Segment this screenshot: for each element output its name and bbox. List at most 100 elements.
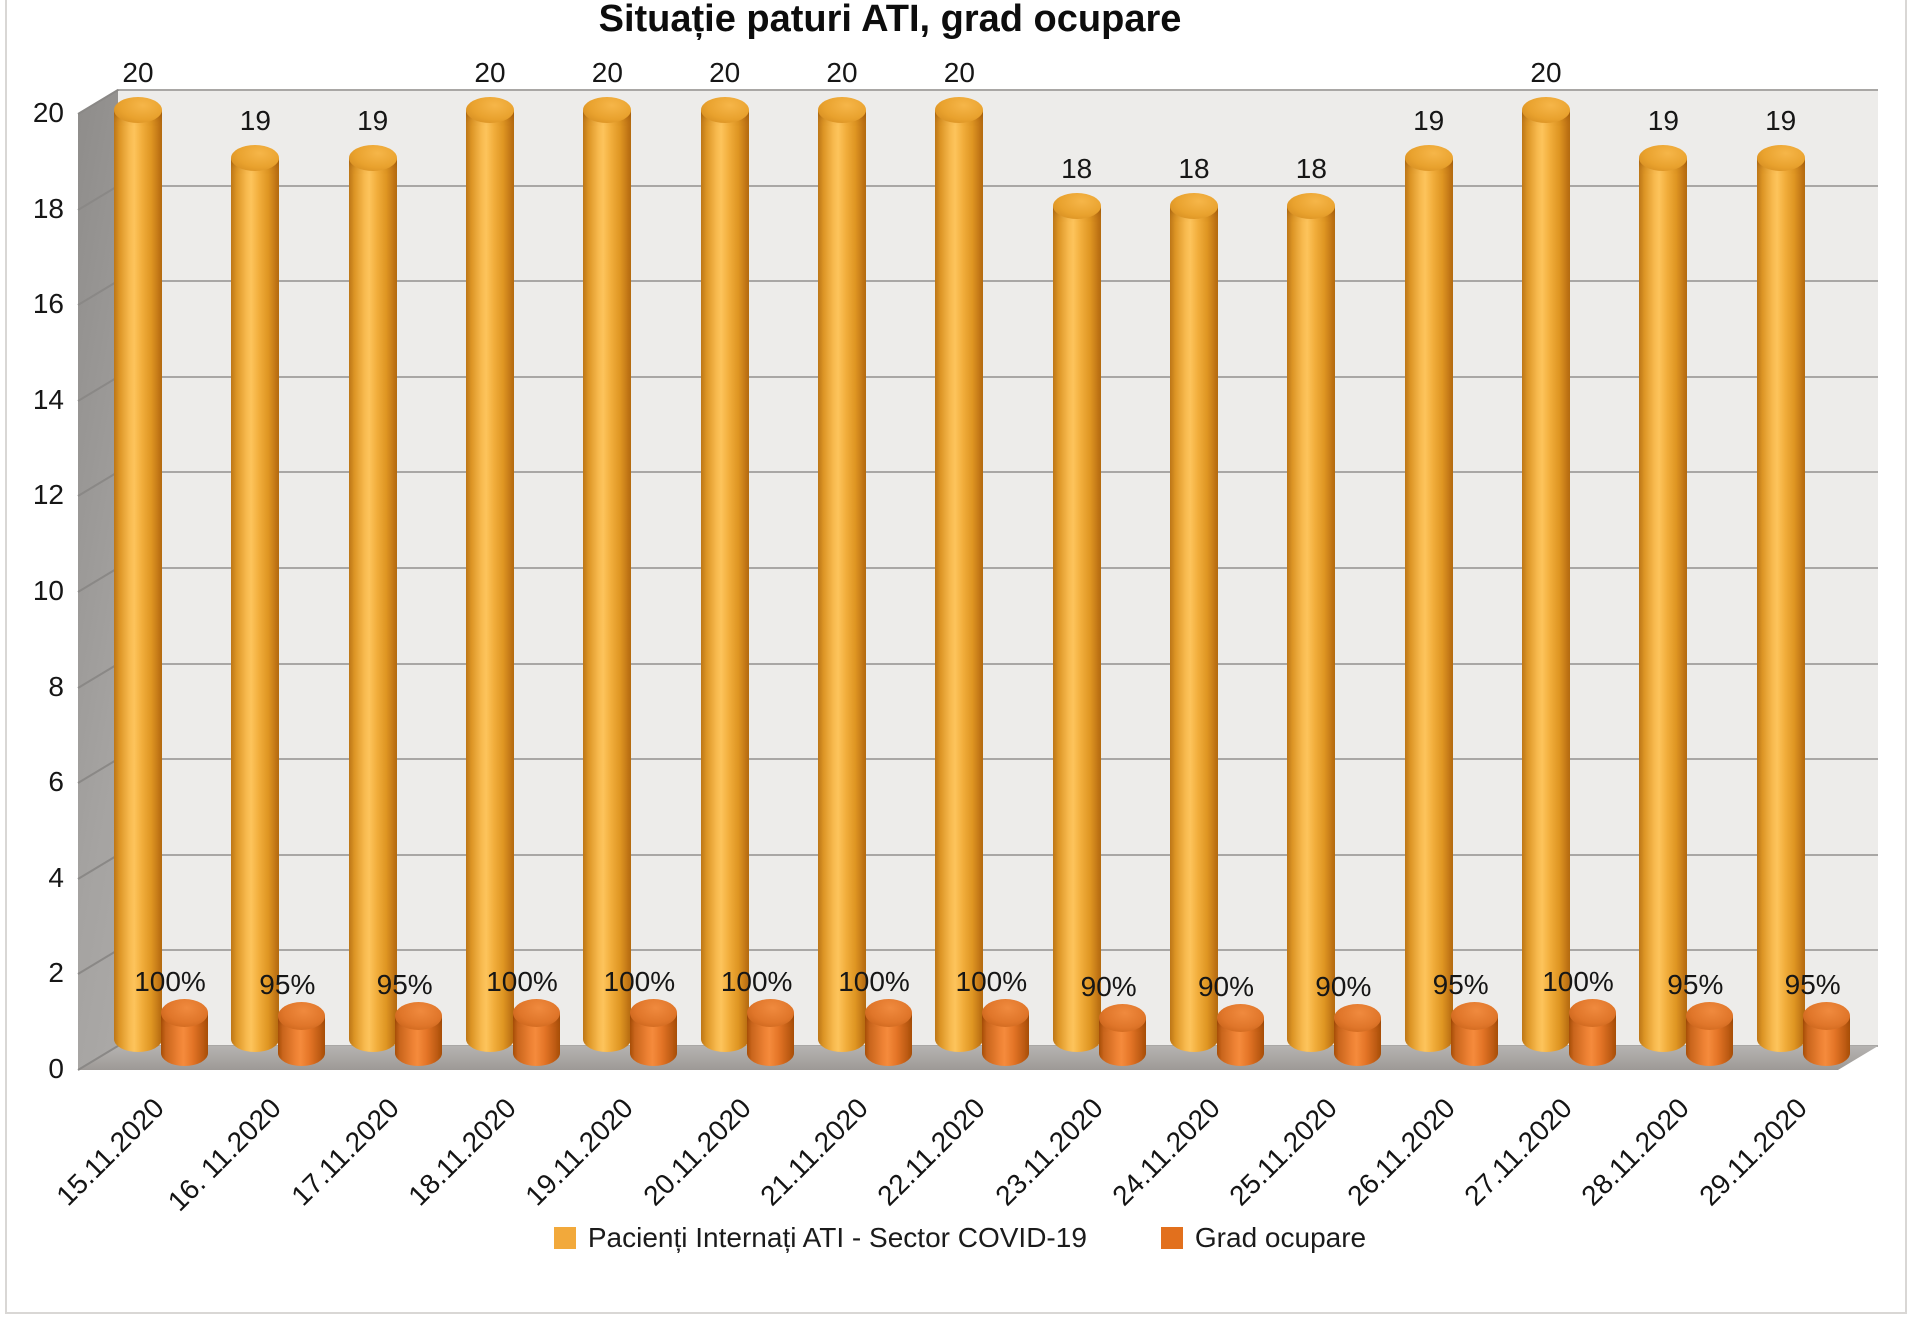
bar-cylinder-occupancy bbox=[160, 999, 208, 1066]
bar-cylinder-patients bbox=[935, 97, 984, 1052]
cylinder-top bbox=[1099, 1003, 1147, 1032]
bar-cylinder-occupancy bbox=[747, 999, 795, 1066]
bar-value-label: 20 bbox=[474, 57, 506, 88]
bar-cylinder-patients bbox=[1639, 144, 1688, 1052]
cylinder-top bbox=[466, 97, 514, 123]
gridline bbox=[118, 89, 1878, 91]
cylinder-top bbox=[1216, 1003, 1264, 1032]
cylinder-top bbox=[818, 97, 866, 123]
cylinder-top bbox=[1170, 192, 1218, 219]
legend-label: Pacienți Internați ATI - Sector COVID-19 bbox=[587, 1222, 1087, 1253]
bar-value-label: 20 bbox=[122, 57, 154, 88]
gridline bbox=[118, 184, 1878, 187]
date-label: 28.11.2020 bbox=[1575, 1092, 1696, 1212]
bar-cylinder-occupancy bbox=[981, 999, 1029, 1066]
bar-value-label: 19 bbox=[239, 104, 271, 136]
bar-value-label: 19 bbox=[1765, 104, 1797, 136]
chart-title: Situație paturi ATI, grad ocupare bbox=[598, 0, 1182, 40]
percent-label: 95% bbox=[1667, 968, 1724, 1000]
cylinder-top bbox=[1333, 1003, 1381, 1032]
date-label: 26.11.2020 bbox=[1341, 1092, 1461, 1212]
percent-label: 100% bbox=[838, 966, 910, 998]
cylinder-body bbox=[818, 110, 866, 1052]
bar-cylinder-occupancy bbox=[1803, 1001, 1851, 1066]
bar-cylinder-occupancy bbox=[1685, 1001, 1733, 1066]
bar-cylinder-occupancy bbox=[1568, 999, 1616, 1066]
bar-cylinder-patients bbox=[1404, 144, 1453, 1052]
bar-cylinder-patients bbox=[1287, 192, 1336, 1052]
legend-label: Grad ocupare bbox=[1194, 1222, 1367, 1253]
cylinder-top bbox=[1287, 192, 1336, 219]
y-axis-tick-label: 10 bbox=[32, 575, 64, 606]
bar-cylinder-occupancy bbox=[1099, 1003, 1147, 1066]
y-axis-tick-label: 14 bbox=[32, 383, 64, 415]
cylinder-top bbox=[1756, 144, 1805, 171]
bar-cylinder-patients bbox=[700, 97, 749, 1052]
cylinder-top bbox=[1052, 192, 1101, 219]
y-axis-tick-label: 18 bbox=[32, 192, 64, 224]
bar-cylinder-occupancy bbox=[512, 999, 560, 1066]
date-label: 29.11.2020 bbox=[1693, 1092, 1813, 1212]
date-label: 21.11.2020 bbox=[754, 1092, 874, 1212]
cylinder-top bbox=[160, 999, 208, 1028]
percent-label: 100% bbox=[955, 966, 1028, 998]
bar-cylinder-occupancy bbox=[1451, 1001, 1499, 1066]
bar-cylinder-occupancy bbox=[629, 999, 677, 1066]
gridline bbox=[118, 375, 1878, 378]
percent-label: 95% bbox=[376, 968, 433, 1000]
bar-cylinder-patients bbox=[348, 144, 397, 1052]
bar-value-label: 18 bbox=[1061, 152, 1093, 184]
percent-label: 100% bbox=[1542, 966, 1614, 998]
cylinder-body bbox=[231, 157, 280, 1052]
gridline bbox=[118, 758, 1878, 761]
gridline bbox=[118, 949, 1878, 952]
percent-label: 95% bbox=[1784, 968, 1841, 1000]
date-label: 22.11.2020 bbox=[871, 1092, 992, 1212]
gridline bbox=[118, 280, 1878, 283]
cylinder-body bbox=[114, 110, 162, 1052]
cylinder-body bbox=[1287, 205, 1336, 1052]
percent-label: 90% bbox=[1197, 970, 1255, 1002]
cylinder-top bbox=[935, 97, 984, 123]
cylinder-top bbox=[1451, 1001, 1499, 1030]
cylinder-top bbox=[747, 999, 795, 1028]
cylinder-top bbox=[277, 1001, 325, 1030]
bar-cylinder-patients bbox=[1756, 144, 1805, 1052]
cylinder-body bbox=[935, 110, 984, 1052]
cylinder-top bbox=[1639, 144, 1688, 171]
bar-cylinder-patients bbox=[114, 97, 162, 1052]
y-axis-tick-label: 4 bbox=[48, 861, 64, 893]
y-axis-tick-label: 20 bbox=[32, 97, 64, 128]
cylinder-top bbox=[512, 999, 560, 1028]
cylinder-body bbox=[1522, 110, 1570, 1052]
bar-cylinder-patients bbox=[1522, 97, 1570, 1052]
bar-value-label: 18 bbox=[1178, 152, 1210, 184]
gridline bbox=[118, 567, 1878, 569]
cylinder-body bbox=[466, 110, 514, 1052]
percent-label: 95% bbox=[1432, 968, 1489, 1000]
y-axis-tick-label: 16 bbox=[32, 288, 64, 320]
percent-label: 100% bbox=[720, 966, 793, 998]
legend-swatch bbox=[553, 1227, 576, 1249]
bar-value-label: 19 bbox=[1647, 104, 1679, 136]
cylinder-body bbox=[1756, 157, 1805, 1052]
cylinder-body bbox=[583, 110, 632, 1052]
cylinder-top bbox=[1803, 1001, 1851, 1030]
cylinder-top bbox=[231, 144, 280, 171]
cylinder-body bbox=[1404, 157, 1453, 1052]
cylinder-top bbox=[395, 1001, 443, 1030]
legend-item-patients: Pacienți Internați ATI - Sector COVID-19 bbox=[553, 1222, 1087, 1254]
percent-label: 90% bbox=[1080, 970, 1137, 1002]
percent-label: 100% bbox=[603, 966, 676, 998]
bar-cylinder-patients bbox=[1052, 192, 1101, 1052]
bar-cylinder-occupancy bbox=[277, 1001, 325, 1066]
date-label: 18.11.2020 bbox=[402, 1092, 522, 1212]
date-label: 19.11.2020 bbox=[519, 1092, 640, 1212]
date-label: 16. 11.2020 bbox=[162, 1092, 288, 1218]
legend-item-occupancy: Grad ocupare bbox=[1160, 1222, 1367, 1254]
cylinder-top bbox=[981, 999, 1029, 1028]
cylinder-body bbox=[1052, 205, 1101, 1052]
cylinder-body bbox=[1639, 157, 1688, 1052]
legend-swatch bbox=[1160, 1227, 1183, 1249]
